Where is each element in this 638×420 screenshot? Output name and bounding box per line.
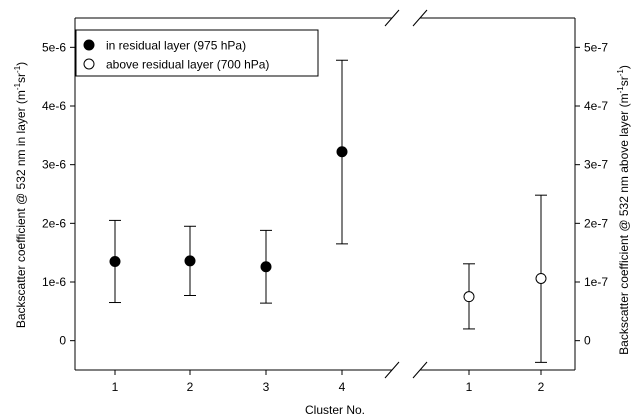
y-left-tick-label: 4e-6 — [42, 99, 66, 113]
y-left-tick-label: 3e-6 — [42, 158, 66, 172]
axis-break-mark-bottom-right — [412, 361, 428, 379]
y-right-title-close: ) — [617, 65, 631, 69]
legend-box — [75, 29, 319, 77]
y-right-tick-label: 0 — [584, 334, 591, 348]
y-right-title-exp2: -1 — [616, 69, 625, 77]
legend-marker-open — [83, 58, 95, 70]
legend-marker-filled — [83, 39, 95, 51]
y-left-title-tail: sr — [14, 73, 28, 83]
x-right-cluster-tick-label: 2 — [538, 380, 545, 394]
x-right-cluster-tick-label: 1 — [466, 380, 473, 394]
axis-break-mark-top-left — [384, 9, 400, 27]
legend: in residual layer (975 hPa) above residu… — [75, 29, 319, 77]
series-layer — [109, 59, 547, 363]
y-left-title-base: Backscatter coefficient @ 532 nm in laye… — [14, 90, 28, 328]
x-axis-title: Cluster No. — [305, 403, 365, 417]
legend-label-series-1: in residual layer (975 hPa) — [106, 39, 246, 53]
x-left-cluster-tick-label: 4 — [339, 380, 346, 394]
axis-break-mark-bottom-left — [384, 361, 400, 379]
y-axis-right-title: Backscatter coefficient @ 532 nm above l… — [616, 65, 631, 355]
y-left-title-close: ) — [14, 62, 28, 66]
y-right-title-base: Backscatter coefficient @ 532 nm above l… — [617, 93, 631, 354]
y-left-title-exp1: -1 — [13, 82, 22, 90]
above-layer-point-marker — [463, 291, 475, 303]
y-right-tick-label: 3e-7 — [584, 158, 608, 172]
y-left-tick-label: 0 — [59, 334, 66, 348]
y-right-tick-label: 4e-7 — [584, 99, 608, 113]
y-left-tick-label: 5e-6 — [42, 40, 66, 54]
ticks-layer: 0 1e-6 2e-6 3e-6 4e-6 5e-6 0 1e-7 2e-7 3e-7 4e-7 5e… — [42, 40, 608, 394]
axes-layer — [74, 9, 576, 379]
y-right-tick-label: 1e-7 — [584, 275, 608, 289]
x-left-cluster-tick-label: 1 — [112, 380, 119, 394]
y-right-tick-label: 5e-7 — [584, 40, 608, 54]
in-layer-point-marker — [260, 261, 272, 273]
axis-break-mark-top-right — [412, 9, 428, 27]
in-layer-point-marker — [336, 146, 348, 158]
in-layer-point-marker — [184, 255, 196, 267]
in-layer-point-marker — [109, 255, 121, 267]
y-left-tick-label: 2e-6 — [42, 216, 66, 230]
x-left-cluster-tick-label: 3 — [263, 380, 270, 394]
y-left-title-exp2: -1 — [13, 65, 22, 73]
y-right-title-tail: sr — [617, 76, 631, 86]
x-left-cluster-tick-label: 2 — [187, 380, 194, 394]
y-right-tick-label: 2e-7 — [584, 216, 608, 230]
above-layer-point-marker — [535, 272, 547, 284]
legend-label-series-2: above residual layer (700 hPa) — [106, 58, 269, 72]
y-right-title-exp1: -1 — [616, 86, 625, 94]
y-axis-left-title: Backscatter coefficient @ 532 nm in laye… — [13, 62, 28, 328]
y-left-tick-label: 1e-6 — [42, 275, 66, 289]
